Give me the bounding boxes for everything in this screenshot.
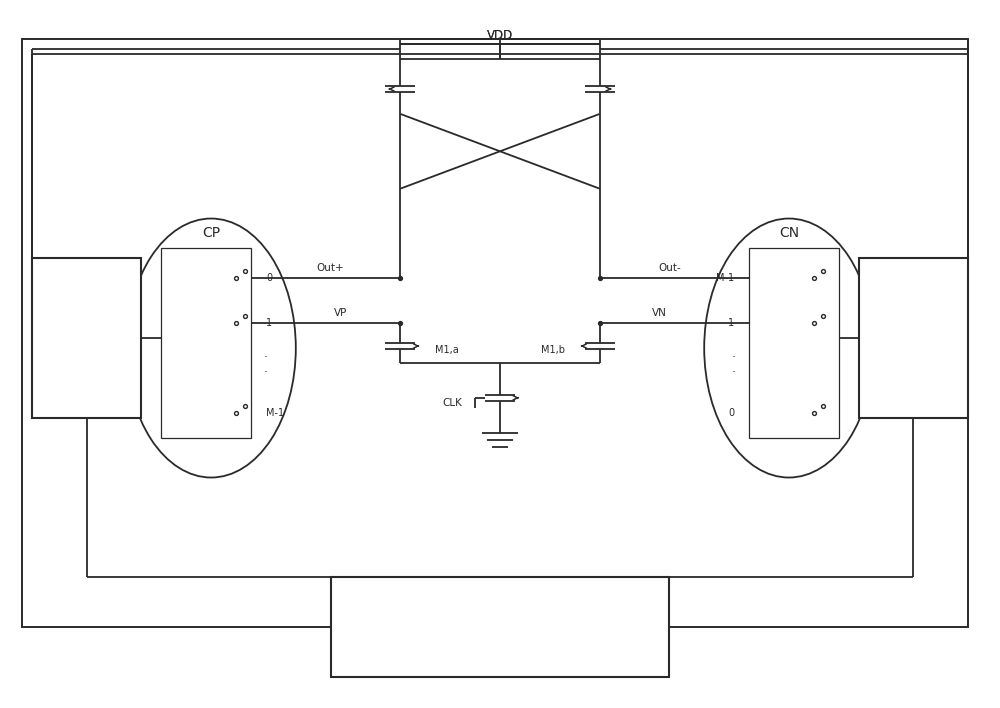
Text: VDD: VDD [487, 29, 513, 42]
Text: C: C [786, 392, 792, 400]
Text: DFF: DFF [901, 331, 926, 345]
Bar [859, 258, 968, 418]
Text: 1: 1 [728, 318, 734, 328]
Text: 1: 1 [266, 318, 272, 328]
Text: ○: ○ [208, 381, 214, 387]
Text: C: C [208, 257, 214, 266]
Text: 2C: 2C [783, 302, 795, 311]
Text: M1,b: M1,b [541, 345, 565, 355]
Text: M1,a: M1,a [435, 345, 459, 355]
Text: Out-: Out- [658, 263, 681, 273]
Text: DFF: DFF [74, 331, 99, 345]
Text: ·: · [264, 351, 268, 365]
Text: 0: 0 [728, 408, 734, 418]
Text: VP: VP [334, 308, 347, 318]
Text: ○: ○ [786, 381, 792, 387]
Text: ○: ○ [786, 353, 792, 359]
Text: ·: · [732, 367, 736, 379]
Bar [32, 258, 141, 418]
Bar [331, 577, 669, 677]
Text: M-1: M-1 [716, 273, 734, 283]
Text: ○: ○ [786, 367, 792, 373]
Text: 2C: 2C [205, 302, 217, 311]
Text: ·: · [732, 351, 736, 365]
Bar [22, 39, 968, 627]
Text: 0: 0 [266, 273, 272, 283]
Bar [749, 249, 839, 438]
Text: ·: · [264, 367, 268, 379]
Text: VN: VN [652, 308, 667, 318]
Bar [161, 249, 251, 438]
Text: CLK: CLK [442, 398, 462, 408]
Text: ○: ○ [208, 367, 214, 373]
Text: Out+: Out+ [317, 263, 344, 273]
Text: VDD: VDD [487, 29, 513, 42]
Text: controler: controler [467, 620, 533, 634]
Text: CN: CN [779, 227, 799, 241]
Text: ○: ○ [208, 353, 214, 359]
Text: CP: CP [202, 227, 220, 241]
Text: M-1: M-1 [266, 408, 284, 418]
